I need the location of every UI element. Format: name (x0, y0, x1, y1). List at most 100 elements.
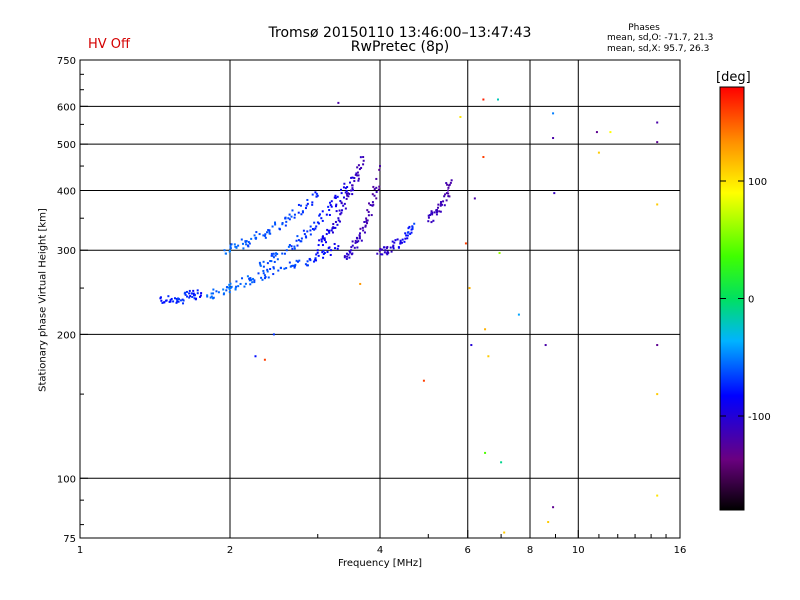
echo-point (191, 295, 194, 298)
echo-point (306, 198, 309, 201)
echo-point (330, 229, 333, 232)
echo-point (301, 210, 304, 213)
echo-point (339, 220, 342, 223)
echo-point (328, 201, 331, 204)
echo-point (321, 210, 324, 213)
echo-point (260, 276, 263, 279)
echo-point (311, 193, 314, 196)
echo-point (384, 249, 387, 252)
echo-point (357, 164, 360, 167)
echo-point (276, 253, 279, 256)
echo-point (443, 195, 446, 198)
echo-point (411, 227, 414, 230)
y-tick-label: 400 (57, 186, 76, 197)
echo-point (547, 521, 550, 524)
echo-point (297, 211, 300, 214)
echo-point (222, 293, 225, 296)
echo-point (656, 344, 659, 347)
echo-point (350, 253, 353, 256)
echo-point (309, 225, 312, 228)
echo-point (239, 282, 242, 285)
echo-point (230, 243, 233, 246)
echo-point (284, 216, 287, 219)
echo-point (212, 296, 215, 299)
echo-point (299, 204, 302, 207)
echo-point (175, 301, 178, 304)
colorbar-unit-label: [deg] (716, 70, 751, 85)
echo-point (264, 277, 267, 280)
echo-point (484, 328, 487, 331)
echo-point (410, 231, 413, 234)
echo-point (314, 227, 317, 230)
echo-point (248, 242, 251, 245)
echo-point (227, 286, 230, 289)
echo-point (249, 283, 252, 286)
x-tick-label: 2 (227, 545, 233, 556)
echo-point (378, 185, 381, 188)
echo-point (305, 204, 308, 207)
echo-point (399, 239, 402, 242)
echo-point (322, 256, 325, 259)
echo-point (367, 214, 370, 217)
echo-point (249, 278, 252, 281)
echo-point (315, 253, 318, 256)
y-tick-label: 75 (63, 534, 76, 545)
echo-point (337, 101, 340, 104)
echo-point (379, 253, 382, 256)
echo-point (193, 294, 196, 297)
echo-point (186, 295, 189, 298)
echo-point (169, 300, 172, 303)
echo-point (212, 292, 215, 295)
echo-point (281, 252, 284, 255)
echo-point (336, 223, 339, 226)
echo-point (447, 186, 450, 189)
echo-point (656, 393, 659, 396)
echo-point (355, 236, 358, 239)
x-tick-label: 4 (377, 545, 383, 556)
echo-point (376, 252, 379, 255)
echo-point (386, 253, 389, 256)
echo-point (259, 264, 262, 267)
echo-point (337, 245, 340, 248)
echo-point (360, 166, 363, 169)
echo-point (262, 269, 265, 272)
echo-point (444, 193, 447, 196)
echo-point (316, 221, 319, 224)
echo-point (445, 182, 448, 185)
echo-point (363, 231, 366, 234)
echo-point (314, 258, 317, 261)
echo-point (292, 264, 295, 267)
echo-point (273, 260, 276, 263)
echo-point (496, 98, 499, 101)
echo-point (266, 268, 269, 271)
echo-point (255, 231, 258, 234)
echo-point (315, 195, 318, 198)
echo-point (288, 243, 291, 246)
echo-point (407, 227, 410, 230)
echo-point (439, 210, 442, 213)
phase-stats-o: mean, sd,O: -71.7, 21.3 (607, 33, 714, 43)
echo-point (215, 290, 218, 293)
echo-point (196, 289, 199, 292)
echo-point (188, 292, 191, 295)
echo-point (381, 248, 384, 251)
echo-point (283, 252, 286, 255)
echo-point (552, 112, 555, 115)
echo-point (429, 214, 432, 217)
echo-point (200, 292, 203, 295)
x-tick-label: 8 (527, 545, 533, 556)
echo-point (347, 253, 350, 256)
echo-point (233, 243, 236, 246)
echo-point (242, 247, 245, 250)
echo-point (167, 295, 170, 298)
echo-point (595, 131, 598, 134)
echo-point (468, 287, 471, 290)
echo-point (250, 237, 253, 240)
echo-point (328, 209, 331, 212)
echo-point (375, 197, 378, 200)
echo-point (341, 209, 344, 212)
echo-point (252, 277, 255, 280)
echo-point (338, 209, 341, 212)
echo-point (312, 260, 315, 263)
